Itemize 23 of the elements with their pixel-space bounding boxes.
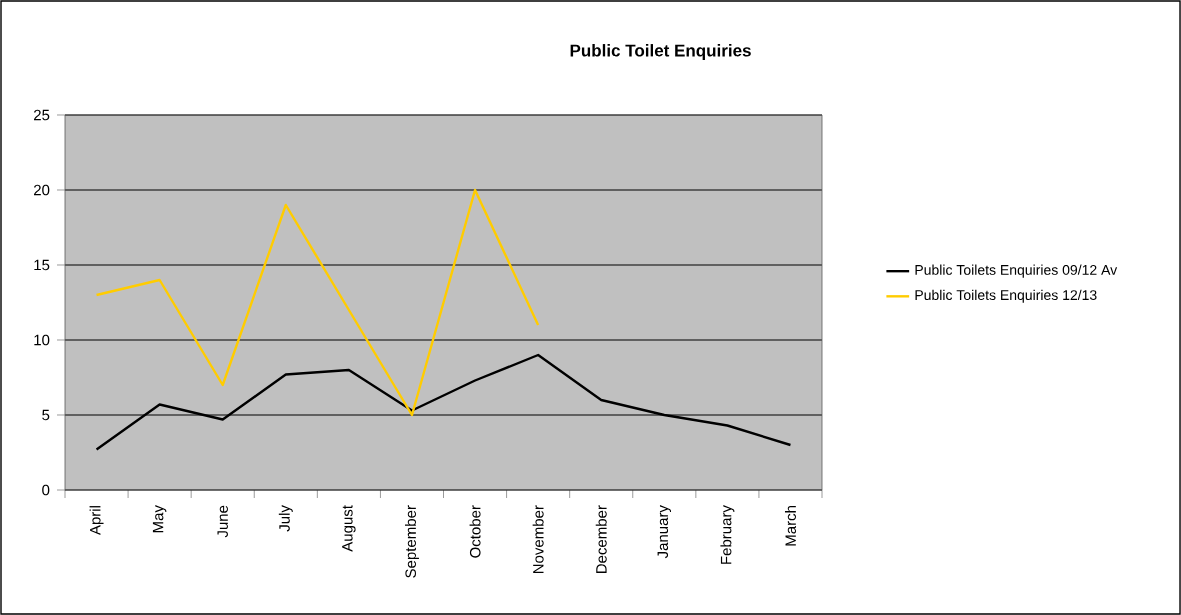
chart-title: Public Toilet Enquiries	[570, 44, 751, 60]
legend-label: Public Toilets Enquiries 12/13	[915, 289, 1097, 303]
x-tick-label: October	[469, 505, 481, 558]
y-tick-label: 0	[42, 484, 50, 496]
y-tick-label: 15	[34, 259, 50, 271]
line-series	[95, 353, 792, 451]
x-tick-label: April	[89, 506, 104, 536]
x-tick-label: July	[278, 505, 293, 532]
y-tick-label: 25	[34, 109, 50, 121]
y-tick-label: 5	[42, 409, 50, 421]
x-tick-label: March	[784, 506, 796, 546]
y-tick-label: 20	[34, 184, 50, 196]
x-tick-label: February	[720, 505, 735, 564]
legend-label: Public Toilets Enquiries 09/12 Av	[915, 264, 1118, 278]
y-tick-label: 10	[34, 334, 50, 346]
x-tick-label: May	[152, 505, 167, 533]
x-tick-label: June	[217, 505, 228, 538]
x-tick-label: August	[342, 505, 356, 552]
x-tick-label: December	[595, 505, 607, 574]
x-tick-label: September	[404, 505, 419, 578]
x-tick-label: January	[657, 505, 672, 559]
line-series	[95, 188, 540, 417]
x-tick-label: November	[532, 505, 544, 574]
